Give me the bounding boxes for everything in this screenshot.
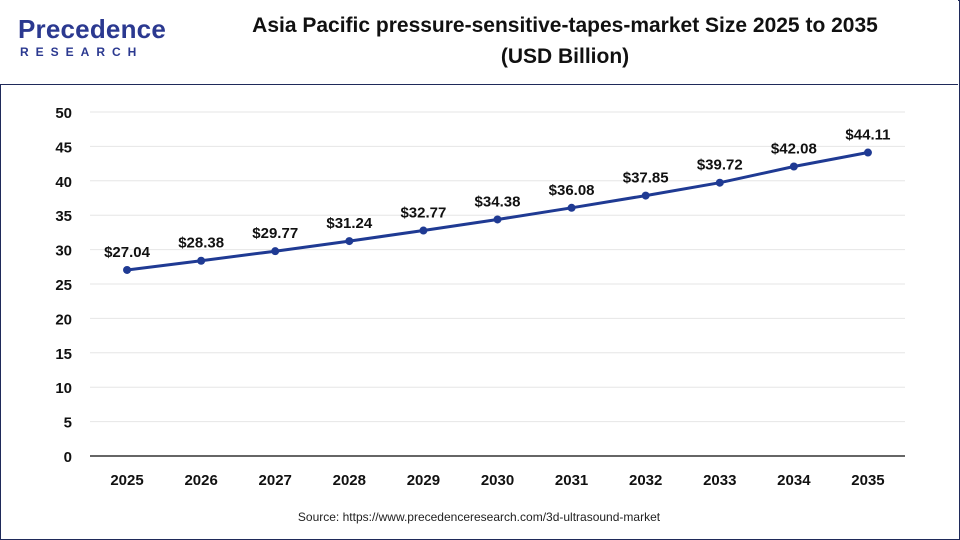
y-tick-label: 50: [55, 105, 72, 122]
data-point: [863, 148, 872, 157]
x-tick-label: 2027: [259, 472, 292, 489]
y-axis-tick-labels: 0 5 10 15 20 25 30 35 40 45 50: [55, 105, 72, 466]
chart-title-line-2: (USD Billion): [500, 45, 630, 68]
x-axis-tick-labels: 2025 2026 2027 2028 2029 2030 2031 2032 2033 2034…: [110, 472, 884, 489]
source-note: Source: https://www.precedenceresearch.c…: [297, 510, 661, 524]
x-tick-label: 2033: [703, 472, 736, 489]
y-tick-label: 10: [55, 380, 72, 397]
brand-name: Precedence: [18, 14, 166, 44]
data-point: [197, 256, 206, 265]
header: Precedence RESEARCH Asia Pacific pressur…: [0, 0, 958, 85]
data-point: [123, 265, 132, 274]
x-tick-label: 2031: [555, 472, 588, 489]
data-point: [493, 215, 502, 224]
y-tick-label: 0: [64, 449, 72, 466]
x-tick-label: 2026: [184, 472, 217, 489]
data-label: $37.85: [623, 170, 669, 187]
data-label: $31.24: [326, 215, 373, 232]
x-tick-label: 2030: [481, 472, 514, 489]
chart-title-line-1: Asia Pacific pressure-sensitive-tapes-ma…: [252, 14, 878, 37]
data-point: [789, 162, 798, 171]
y-tick-label: 45: [55, 139, 72, 156]
x-tick-label: 2035: [851, 472, 884, 489]
x-tick-label: 2025: [110, 472, 143, 489]
data-label: $42.08: [771, 140, 817, 157]
data-label: $28.38: [178, 235, 224, 252]
y-tick-label: 20: [55, 311, 72, 328]
x-tick-label: 2034: [777, 472, 811, 489]
y-tick-label: 25: [55, 277, 72, 294]
data-label: $36.08: [549, 182, 595, 199]
y-tick-label: 40: [55, 174, 72, 191]
data-point: [715, 178, 724, 187]
y-tick-label: 15: [55, 346, 72, 363]
data-label: $34.38: [475, 193, 521, 210]
series-line: [126, 151, 869, 272]
x-tick-label: 2029: [407, 472, 440, 489]
x-tick-label: 2032: [629, 472, 662, 489]
data-label: $32.77: [400, 205, 446, 222]
data-label: $44.11: [845, 127, 890, 144]
data-label: $29.77: [252, 225, 298, 242]
y-tick-label: 35: [55, 208, 72, 225]
y-tick-label: 30: [55, 243, 72, 260]
series-line-path: [126, 151, 869, 272]
chart-title: Asia Pacific pressure-sensitive-tapes-ma…: [170, 10, 960, 72]
gridlines: [90, 111, 905, 457]
data-labels: $27.04 $28.38 $29.77 $31.24 $32.77 $34.38 $36.…: [104, 127, 890, 261]
brand-logo: Precedence RESEARCH: [18, 14, 168, 66]
data-label: $27.04: [104, 244, 151, 261]
data-label: $39.72: [697, 157, 743, 174]
data-point: [271, 247, 280, 256]
data-point: [641, 191, 650, 200]
data-point: [419, 226, 428, 235]
data-points: [123, 148, 872, 274]
y-tick-label: 5: [64, 415, 72, 432]
data-point: [345, 237, 354, 246]
x-tick-label: 2028: [333, 472, 366, 489]
brand-subtitle: RESEARCH: [20, 45, 144, 59]
data-point: [567, 203, 576, 212]
